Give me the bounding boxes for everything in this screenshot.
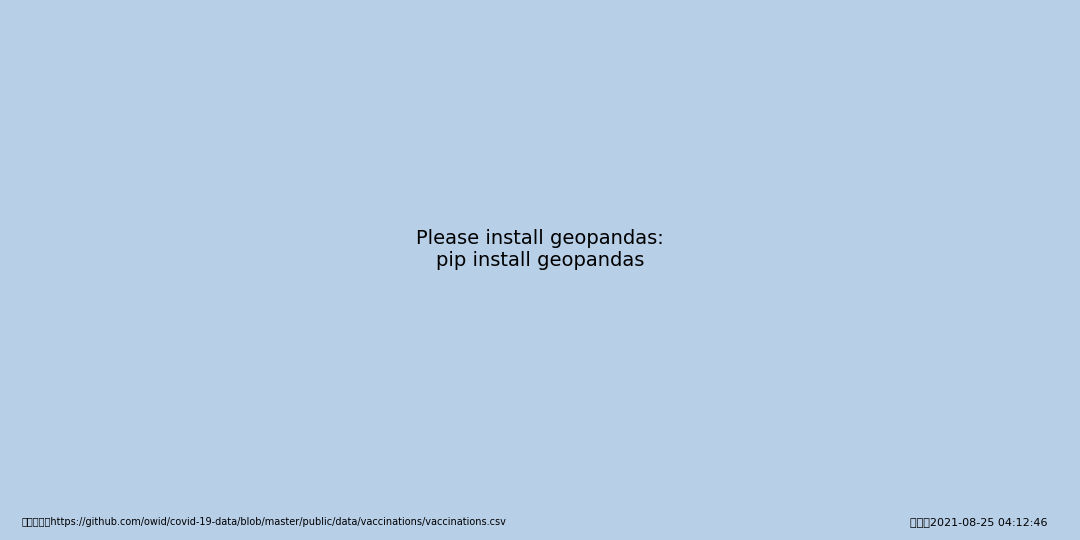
Text: 数据来源：https://github.com/owid/covid-19-data/blob/master/public/data/vaccinations/: 数据来源：https://github.com/owid/covid-19-da… bbox=[22, 517, 507, 527]
Text: 时间：2021-08-25 04:12:46: 时间：2021-08-25 04:12:46 bbox=[910, 517, 1048, 527]
Text: Please install geopandas:
pip install geopandas: Please install geopandas: pip install ge… bbox=[416, 230, 664, 270]
